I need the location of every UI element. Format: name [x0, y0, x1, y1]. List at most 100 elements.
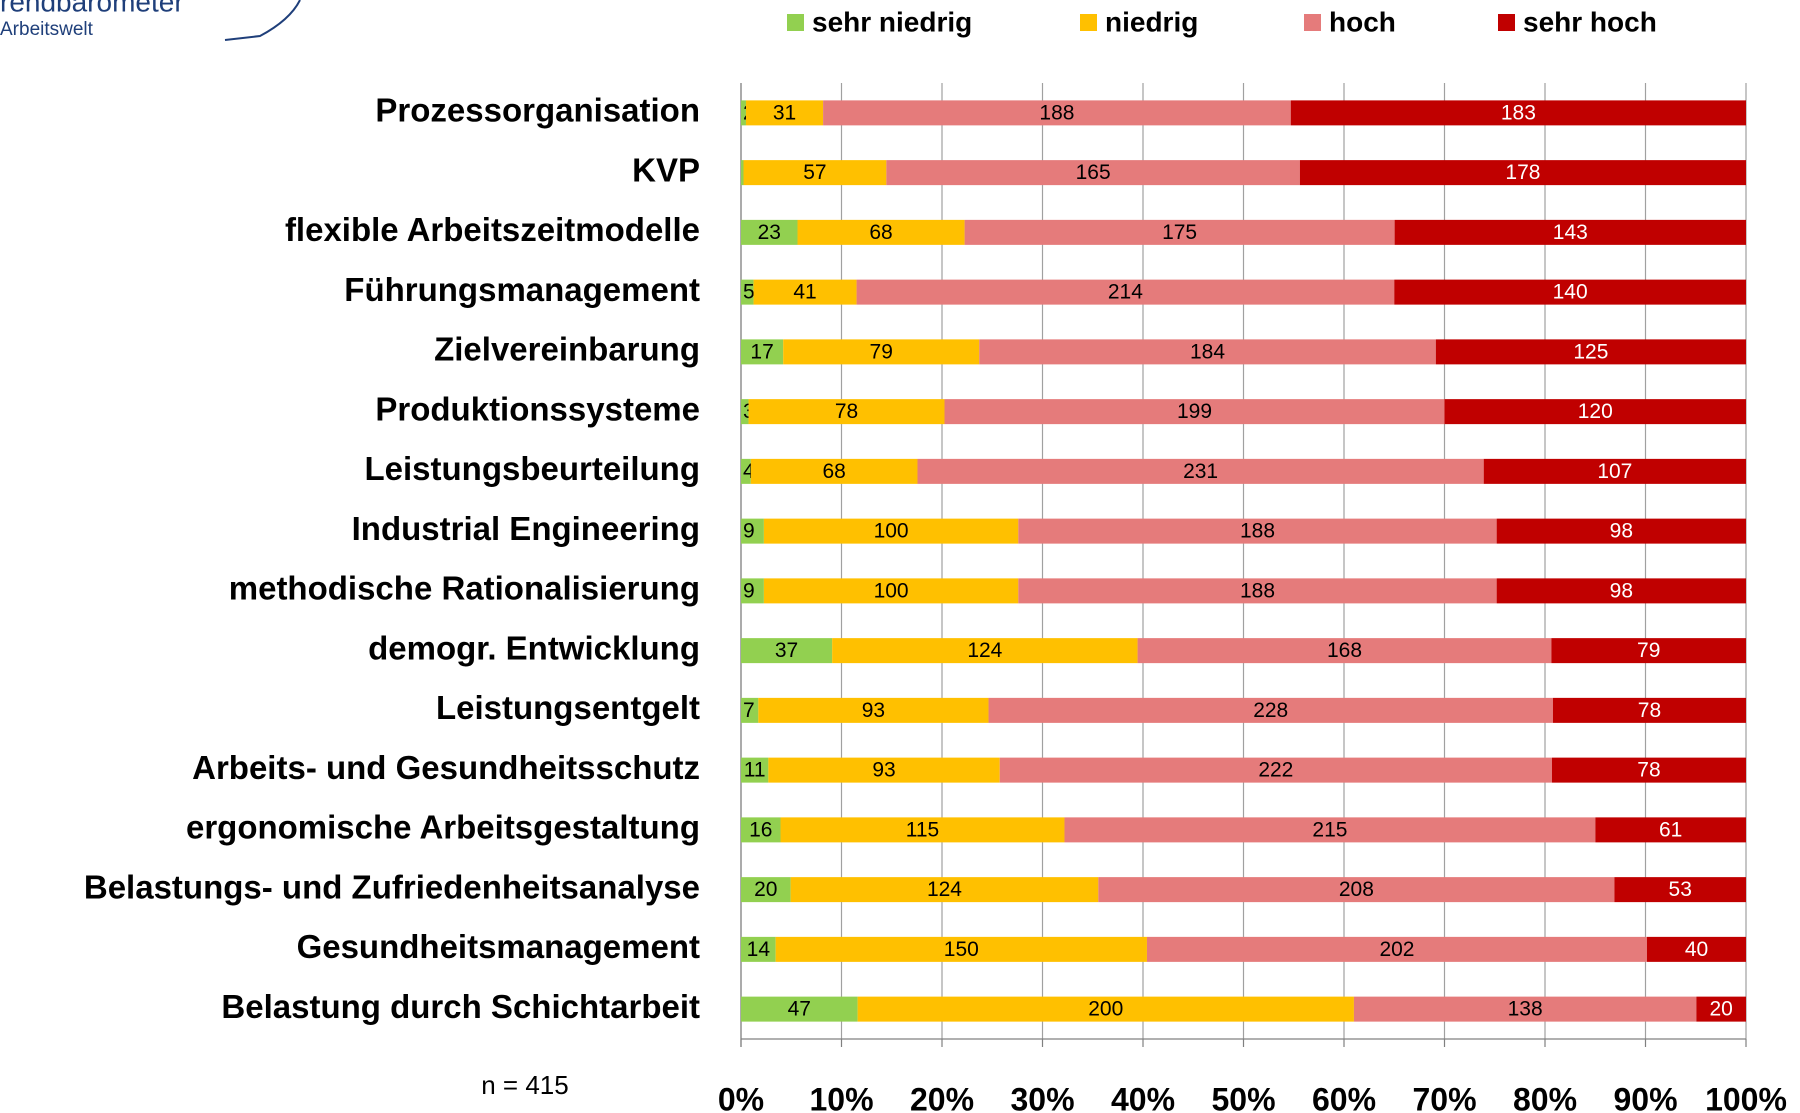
bar-segment	[741, 877, 791, 903]
data-label: 124	[927, 878, 962, 901]
data-label: 20	[754, 878, 777, 901]
bar-segment	[741, 936, 776, 962]
bar-segment	[1595, 817, 1746, 843]
data-label: 138	[1508, 998, 1543, 1021]
data-label: 20	[1710, 998, 1733, 1021]
bar-segment	[741, 578, 764, 604]
data-label: 31	[773, 101, 796, 124]
bar-segment	[1146, 936, 1647, 962]
logo: rendbarometer Arbeitswelt	[0, 0, 301, 41]
data-label: 188	[1039, 101, 1074, 124]
data-label: 183	[1501, 101, 1536, 124]
data-label: 188	[1240, 520, 1275, 543]
category-label: methodische Rationalisierung	[229, 570, 700, 607]
bar-segment	[1696, 996, 1746, 1022]
data-label: 68	[822, 460, 845, 483]
bar-segment	[1444, 399, 1746, 425]
bar-segment	[1137, 638, 1552, 664]
data-label: 202	[1379, 938, 1414, 961]
bar-segment	[1496, 518, 1746, 544]
bar-segment	[775, 936, 1147, 962]
data-label: 40	[1685, 938, 1708, 961]
category-label: Leistungsbeurteilung	[364, 450, 700, 487]
legend-swatch	[1080, 14, 1097, 31]
x-tick-label: 30%	[1010, 1081, 1074, 1113]
x-tick-label: 10%	[809, 1081, 873, 1113]
data-label: 214	[1108, 281, 1143, 304]
bar-segment	[964, 219, 1395, 245]
data-label: 16	[749, 818, 772, 841]
data-label: 9	[743, 520, 755, 543]
data-label: 100	[874, 520, 909, 543]
bar-segment	[1353, 996, 1697, 1022]
data-label: 78	[1638, 699, 1661, 722]
note: n = 415	[481, 1070, 568, 1100]
data-label: 120	[1578, 400, 1613, 423]
data-label: 143	[1553, 221, 1588, 244]
category-label: Zielvereinbarung	[434, 331, 700, 368]
data-label: 184	[1190, 340, 1225, 363]
bar-segment	[832, 638, 1138, 664]
data-label: 93	[872, 759, 895, 782]
category-label: Belastung durch Schichtarbeit	[221, 988, 700, 1025]
bar-segment	[768, 757, 1000, 783]
bar-segment	[1098, 877, 1615, 903]
data-label: 140	[1553, 281, 1588, 304]
data-label: 78	[1637, 759, 1660, 782]
bar-segment	[886, 160, 1300, 186]
bar-segment	[944, 399, 1445, 425]
data-label: 5	[743, 281, 755, 304]
x-tick-label: 20%	[910, 1081, 974, 1113]
x-tick-label: 80%	[1513, 1081, 1577, 1113]
data-label: 98	[1610, 579, 1633, 602]
legend-swatch	[1304, 14, 1321, 31]
logo-arc	[224, 0, 301, 41]
data-label: 125	[1573, 340, 1608, 363]
bar-segment	[979, 339, 1436, 365]
bar-segment	[745, 100, 824, 126]
bar-segment	[750, 458, 918, 484]
category-label: Belastungs- und Zufriedenheitsanalyse	[84, 868, 700, 905]
bar-segment	[823, 100, 1291, 126]
data-label: 14	[747, 938, 771, 961]
data-label: 200	[1088, 998, 1123, 1021]
data-label: 107	[1597, 460, 1632, 483]
data-label: 68	[869, 221, 892, 244]
x-tick-label: 60%	[1312, 1081, 1376, 1113]
bar-segment	[743, 160, 887, 186]
legend-swatch	[787, 14, 804, 31]
data-label: 178	[1505, 161, 1540, 184]
x-tick-label: 100%	[1705, 1081, 1787, 1113]
category-label: Führungsmanagement	[344, 271, 700, 308]
data-label: 37	[775, 639, 798, 662]
category-label: Industrial Engineering	[352, 510, 700, 547]
bar-segment	[857, 996, 1354, 1022]
bar-segment	[790, 877, 1099, 903]
bar-segment	[1018, 518, 1497, 544]
bar-segment	[741, 399, 749, 425]
bar-segment	[783, 339, 980, 365]
legend-label: hoch	[1329, 6, 1396, 37]
bar-segment	[741, 757, 769, 783]
data-label: 188	[1240, 579, 1275, 602]
data-label: 228	[1253, 699, 1288, 722]
bar-segment	[741, 518, 764, 544]
category-label: Arbeits- und Gesundheitsschutz	[192, 749, 700, 786]
category-label: Leistungsentgelt	[436, 689, 700, 726]
legend-label: niedrig	[1105, 6, 1198, 37]
logo-line2: Arbeitswelt	[0, 19, 94, 40]
bar-segment	[741, 339, 784, 365]
bar-segment	[999, 757, 1552, 783]
bar-segment	[1552, 697, 1746, 723]
data-label: 231	[1183, 460, 1218, 483]
data-label: 100	[874, 579, 909, 602]
data-label: 124	[967, 639, 1002, 662]
bar-segment	[763, 578, 1019, 604]
data-label: 215	[1312, 818, 1347, 841]
bar-segment	[917, 458, 1484, 484]
data-label: 57	[803, 161, 826, 184]
data-label: 199	[1177, 400, 1212, 423]
data-label: 17	[750, 340, 773, 363]
category-label: flexible Arbeitszeitmodelle	[285, 211, 700, 248]
